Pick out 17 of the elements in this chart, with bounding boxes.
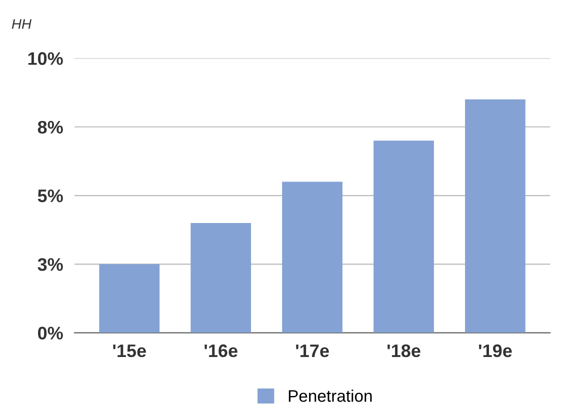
bar bbox=[99, 264, 160, 333]
x-tick-label: '19e bbox=[478, 344, 512, 358]
x-tick-label: '17e bbox=[296, 344, 329, 358]
y-tick-label: 3% bbox=[38, 258, 63, 271]
bar bbox=[282, 182, 342, 333]
y-tick-label: 5% bbox=[38, 190, 63, 202]
bar bbox=[374, 140, 434, 333]
y-tick-label: 0% bbox=[38, 326, 63, 340]
legend-label: Penetration bbox=[288, 390, 372, 402]
bar bbox=[190, 222, 252, 333]
x-tick-label: '15e bbox=[113, 344, 146, 358]
y-tick-label: 8% bbox=[38, 120, 63, 134]
y-axis-title: HH bbox=[12, 19, 32, 29]
x-tick-label: '18e bbox=[388, 344, 420, 358]
x-tick-label: '16e bbox=[204, 344, 238, 358]
bar bbox=[465, 99, 526, 333]
y-tick-label: 10% bbox=[28, 52, 63, 65]
